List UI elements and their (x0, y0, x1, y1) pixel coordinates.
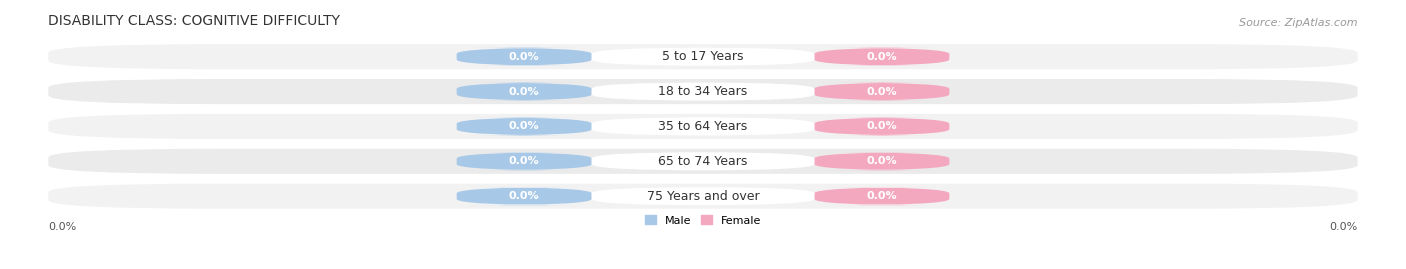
FancyBboxPatch shape (814, 83, 949, 101)
FancyBboxPatch shape (48, 79, 1358, 104)
Text: 75 Years and over: 75 Years and over (647, 190, 759, 203)
Text: 5 to 17 Years: 5 to 17 Years (662, 50, 744, 63)
FancyBboxPatch shape (457, 187, 592, 205)
Text: Source: ZipAtlas.com: Source: ZipAtlas.com (1239, 18, 1358, 28)
Text: DISABILITY CLASS: COGNITIVE DIFFICULTY: DISABILITY CLASS: COGNITIVE DIFFICULTY (48, 14, 340, 28)
Text: 0.0%: 0.0% (866, 156, 897, 166)
FancyBboxPatch shape (457, 117, 592, 136)
FancyBboxPatch shape (48, 114, 1358, 139)
FancyBboxPatch shape (592, 117, 814, 136)
Text: 0.0%: 0.0% (509, 191, 540, 201)
Text: 65 to 74 Years: 65 to 74 Years (658, 155, 748, 168)
Text: 0.0%: 0.0% (509, 156, 540, 166)
Text: 0.0%: 0.0% (866, 87, 897, 97)
FancyBboxPatch shape (592, 152, 814, 170)
Text: 0.0%: 0.0% (509, 121, 540, 132)
FancyBboxPatch shape (814, 152, 949, 170)
FancyBboxPatch shape (814, 187, 949, 205)
Legend: Male, Female: Male, Female (641, 211, 765, 230)
Text: 0.0%: 0.0% (866, 52, 897, 62)
FancyBboxPatch shape (457, 48, 592, 66)
FancyBboxPatch shape (592, 83, 814, 101)
FancyBboxPatch shape (592, 187, 814, 205)
FancyBboxPatch shape (457, 152, 592, 170)
FancyBboxPatch shape (814, 48, 949, 66)
Text: 0.0%: 0.0% (509, 52, 540, 62)
Text: 35 to 64 Years: 35 to 64 Years (658, 120, 748, 133)
Text: 0.0%: 0.0% (1330, 222, 1358, 232)
FancyBboxPatch shape (48, 184, 1358, 209)
Text: 0.0%: 0.0% (866, 121, 897, 132)
Text: 0.0%: 0.0% (866, 191, 897, 201)
FancyBboxPatch shape (48, 44, 1358, 69)
FancyBboxPatch shape (814, 117, 949, 136)
Text: 0.0%: 0.0% (48, 222, 76, 232)
FancyBboxPatch shape (457, 83, 592, 101)
FancyBboxPatch shape (592, 48, 814, 66)
Text: 18 to 34 Years: 18 to 34 Years (658, 85, 748, 98)
FancyBboxPatch shape (48, 149, 1358, 174)
Text: 0.0%: 0.0% (509, 87, 540, 97)
